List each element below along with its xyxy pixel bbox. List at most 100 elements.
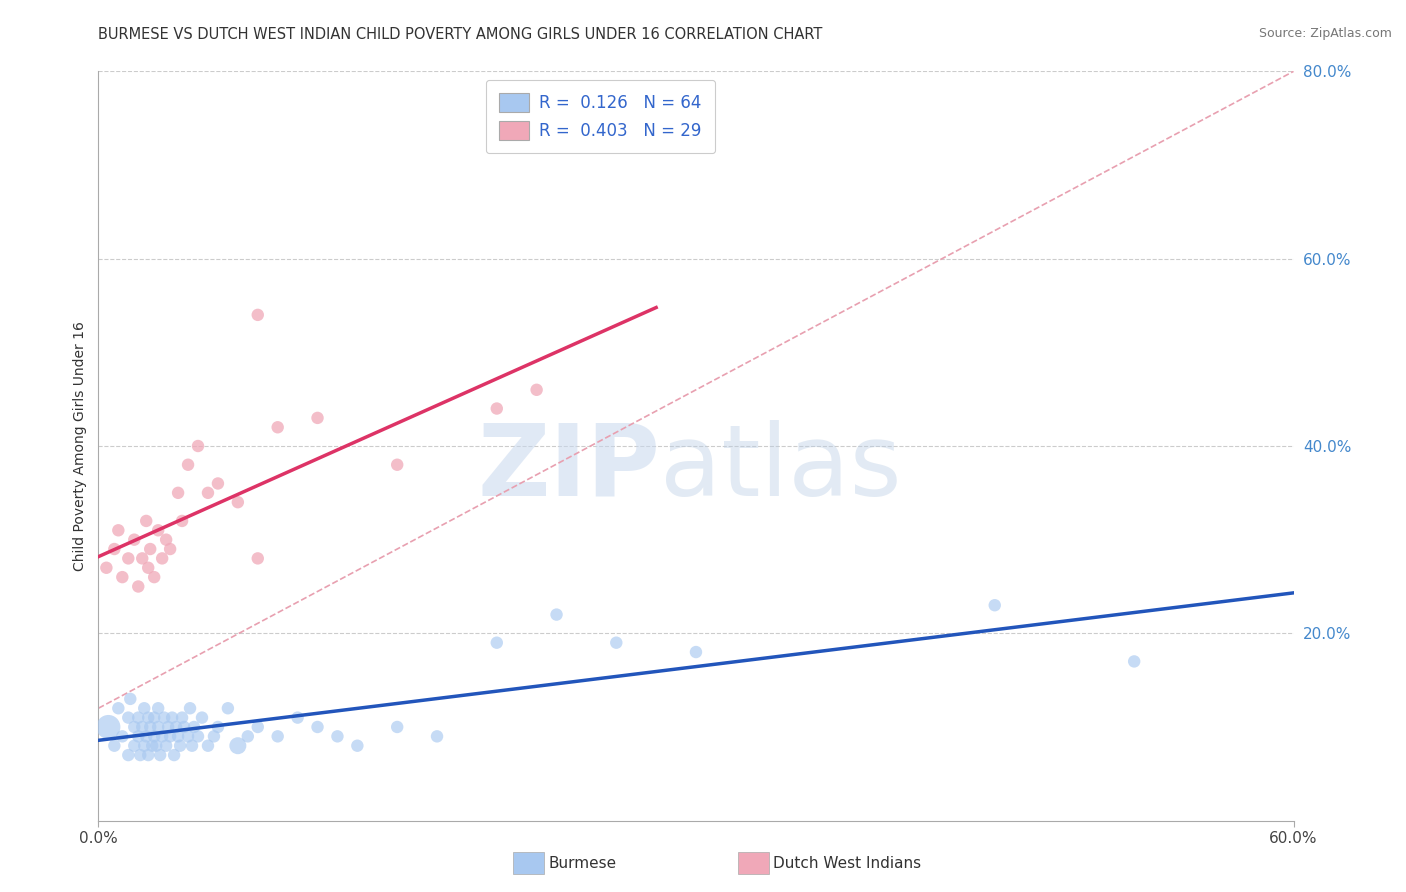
Point [183, 720, 205, 734]
Point [150, 551, 173, 566]
Point [145, 739, 167, 753]
Point [307, 720, 329, 734]
Point [148, 720, 170, 734]
Point [605, 635, 627, 649]
Point [385, 458, 409, 472]
Point [150, 730, 173, 744]
Point [153, 710, 176, 724]
Point [187, 439, 209, 453]
Point [1123, 655, 1146, 669]
Text: Burmese: Burmese [548, 856, 616, 871]
Point [187, 730, 209, 744]
Point [139, 542, 162, 557]
Point [246, 551, 269, 566]
Point [485, 635, 508, 649]
Text: atlas: atlas [661, 420, 901, 517]
Point [167, 486, 190, 500]
Point [129, 747, 152, 762]
Point [207, 476, 229, 491]
Point [131, 551, 153, 566]
Point [226, 739, 249, 753]
Point [167, 730, 190, 744]
Point [135, 730, 157, 744]
Point [385, 720, 409, 734]
Point [136, 561, 159, 575]
Point [172, 514, 194, 528]
Point [103, 542, 125, 557]
Point [202, 730, 225, 744]
Point [134, 701, 156, 715]
Point [173, 720, 195, 734]
Point [155, 739, 177, 753]
Point [135, 514, 157, 528]
Point [172, 710, 194, 724]
Point [111, 730, 134, 744]
Point [134, 739, 156, 753]
Point [117, 710, 139, 724]
Point [246, 720, 269, 734]
Point [181, 739, 204, 753]
Point [96, 561, 118, 575]
Text: ZIP: ZIP [477, 420, 661, 517]
Point [149, 747, 172, 762]
Point [546, 607, 568, 622]
Point [426, 730, 449, 744]
Point [127, 580, 149, 594]
Point [177, 730, 200, 744]
Point [163, 747, 186, 762]
Point [526, 383, 548, 397]
Point [127, 730, 149, 744]
Point [127, 710, 149, 724]
Point [107, 524, 129, 538]
Point [346, 739, 368, 753]
Point [217, 701, 239, 715]
Point [111, 570, 134, 584]
Point [326, 730, 349, 744]
Point [139, 720, 162, 734]
Point [685, 645, 707, 659]
Text: Source: ZipAtlas.com: Source: ZipAtlas.com [1258, 27, 1392, 40]
Point [246, 308, 269, 322]
Text: Dutch West Indians: Dutch West Indians [773, 856, 921, 871]
Legend: R =  0.126   N = 64, R =  0.403   N = 29: R = 0.126 N = 64, R = 0.403 N = 29 [486, 79, 714, 153]
Point [143, 710, 166, 724]
Point [485, 401, 508, 416]
Point [226, 495, 249, 509]
Point [159, 542, 181, 557]
Y-axis label: Child Poverty Among Girls Under 16: Child Poverty Among Girls Under 16 [73, 321, 87, 571]
Text: BURMESE VS DUTCH WEST INDIAN CHILD POVERTY AMONG GIRLS UNDER 16 CORRELATION CHAR: BURMESE VS DUTCH WEST INDIAN CHILD POVER… [98, 27, 823, 42]
Point [155, 533, 177, 547]
Point [117, 747, 139, 762]
Point [143, 730, 166, 744]
Point [117, 551, 139, 566]
Point [159, 730, 181, 744]
Point [267, 730, 290, 744]
Point [124, 720, 146, 734]
Point [179, 701, 201, 715]
Point [131, 720, 153, 734]
Point [197, 739, 219, 753]
Point [148, 701, 170, 715]
Point [143, 570, 166, 584]
Point [307, 411, 329, 425]
Point [120, 692, 142, 706]
Point [160, 710, 183, 724]
Point [107, 701, 129, 715]
Point [124, 739, 146, 753]
Point [169, 739, 191, 753]
Point [287, 710, 309, 724]
Point [207, 720, 229, 734]
Point [157, 720, 180, 734]
Point [197, 486, 219, 500]
Point [124, 533, 146, 547]
Point [191, 710, 214, 724]
Point [165, 720, 187, 734]
Point [177, 458, 200, 472]
Point [141, 739, 163, 753]
Point [97, 720, 120, 734]
Point [103, 739, 125, 753]
Point [136, 747, 159, 762]
Point [236, 730, 259, 744]
Point [148, 524, 170, 538]
Point [136, 710, 159, 724]
